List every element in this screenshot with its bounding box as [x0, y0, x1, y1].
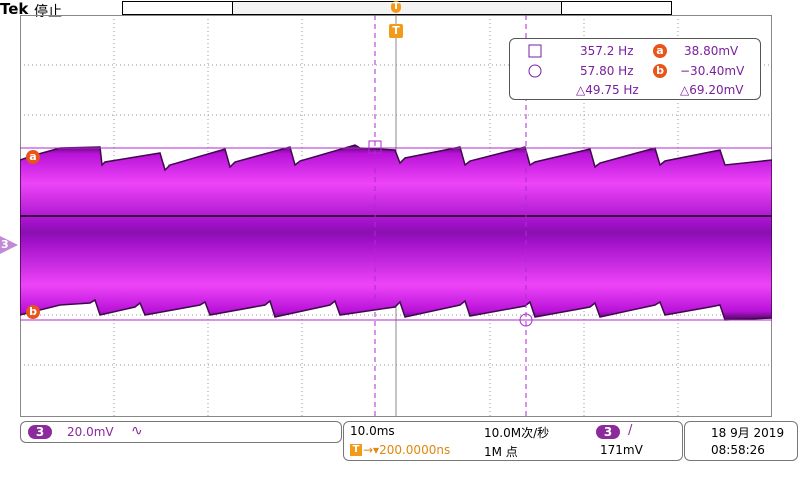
- ch3-ground-marker-label: 3: [1, 238, 9, 251]
- date-time-panel: 18 9月 2019 08:58:26: [684, 421, 798, 461]
- cursor-box-marker: [368, 140, 382, 154]
- record-length: 1M 点: [484, 445, 518, 459]
- cursor-a-badge: a: [653, 44, 667, 58]
- cursor-freq-b: 57.80 Hz: [580, 64, 634, 78]
- channel-3-badge: 3: [28, 425, 52, 439]
- trigger-position-marker[interactable]: T: [391, 1, 401, 13]
- cursor-volt-b: −30.40mV: [680, 64, 745, 78]
- cursor-a-marker[interactable]: a: [26, 150, 40, 164]
- trigger-source-badge: 3: [596, 425, 620, 439]
- ch3-waveform-envelope: [20, 144, 772, 321]
- time-per-div: 10.0ms: [350, 424, 395, 438]
- sample-rate: 10.0M次/秒: [484, 426, 550, 440]
- cursor-b-badge: b: [653, 64, 667, 78]
- cursor-volt-a: 38.80mV: [684, 44, 739, 58]
- trigger-time-marker[interactable]: T: [389, 24, 403, 38]
- ch3-ground-marker[interactable]: [0, 236, 18, 254]
- brand-logo: Tek: [0, 0, 29, 18]
- cursor-readout-panel: 357.2 Hz 57.80 Hz △49.75 Hz a b 38.80mV …: [509, 38, 761, 100]
- trigger-level: 171mV: [600, 443, 643, 457]
- trigger-delay: →▾200.0000ns: [363, 443, 451, 457]
- waveform-display[interactable]: [20, 15, 772, 417]
- cursor-delta-volt: △69.20mV: [680, 83, 744, 97]
- horizontal-trigger-panel[interactable]: 10.0ms 10.0M次/秒 3 / T →▾200.0000ns 1M 点 …: [343, 421, 683, 461]
- cursor-b-marker[interactable]: b: [26, 305, 40, 319]
- square-icon: [528, 44, 542, 58]
- cursor-freq-a: 357.2 Hz: [580, 44, 634, 58]
- channel-3-scale: 20.0mV: [67, 425, 114, 439]
- cursor-circle-marker: [519, 313, 533, 327]
- cursor-delta-freq: △49.75 Hz: [576, 83, 639, 97]
- channel-3-settings[interactable]: 3 20.0mV ∿: [20, 421, 342, 443]
- ac-coupling-icon: ∿: [131, 423, 143, 439]
- circle-icon: [528, 64, 542, 78]
- date-readout: 18 9月 2019: [711, 426, 785, 440]
- trigger-delay-icon: T: [350, 444, 362, 456]
- time-readout: 08:58:26: [711, 443, 765, 457]
- trigger-slope-rising-icon: /: [628, 423, 633, 438]
